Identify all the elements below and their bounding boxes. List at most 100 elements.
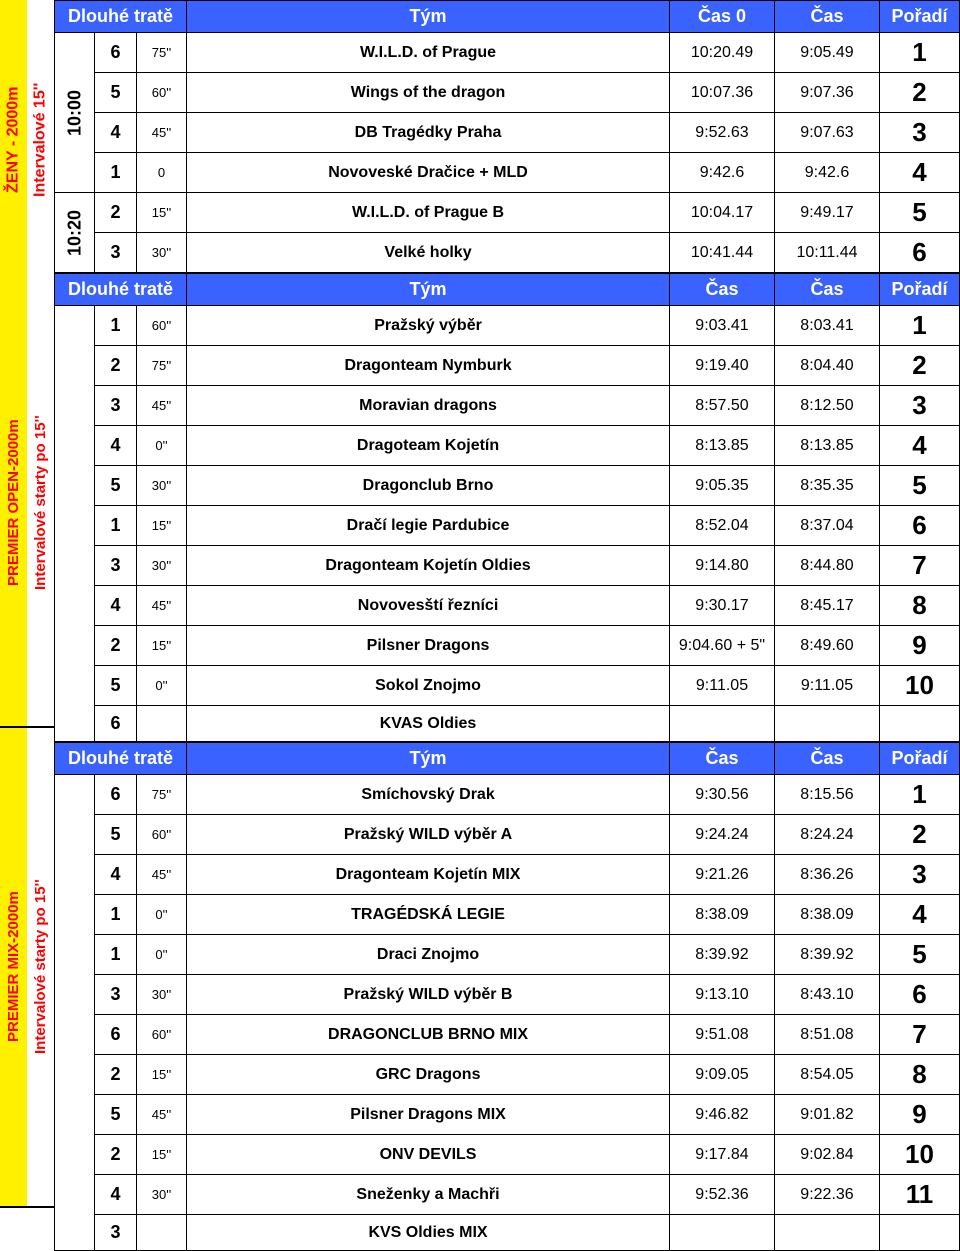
lane-cell: 4 xyxy=(95,586,137,626)
lane-cell: 5 xyxy=(95,466,137,506)
time-cell: 8:13.85 xyxy=(775,426,880,466)
hdr-cas: Čas xyxy=(775,1,880,33)
time-cell: 9:11.05 xyxy=(670,666,775,706)
hdr-cas0: Čas 0 xyxy=(670,1,775,33)
handicap-cell: 15'' xyxy=(137,1055,187,1095)
time-cell: 8:44.80 xyxy=(775,546,880,586)
table-row: 530''Dragonclub Brno9:05.358:35.355 xyxy=(55,466,960,506)
time-cell: 9:04.60 + 5" xyxy=(670,626,775,666)
lane-cell: 6 xyxy=(95,775,137,815)
time-cell xyxy=(775,706,880,742)
time-cell: 9:03.41 xyxy=(670,306,775,346)
team-cell: Sokol Znojmo xyxy=(187,666,670,706)
time-cell: 8:03.41 xyxy=(775,306,880,346)
lane-cell: 2 xyxy=(95,346,137,386)
time-cell: 10:20.49 xyxy=(670,33,775,73)
handicap-cell: 45'' xyxy=(137,586,187,626)
handicap-cell: 0 xyxy=(137,153,187,193)
table-row: 660''DRAGONCLUB BRNO MIX9:51.088:51.087 xyxy=(55,1015,960,1055)
lane-cell: 2 xyxy=(95,1135,137,1175)
time-cell: 9:21.26 xyxy=(670,855,775,895)
lane-cell: 5 xyxy=(95,1095,137,1135)
time-cell: 8:15.56 xyxy=(775,775,880,815)
time-cell: 9:19.40 xyxy=(670,346,775,386)
time-cell: 9:42.6 xyxy=(670,153,775,193)
lane-cell: 4 xyxy=(95,426,137,466)
table-row: 445''Dragonteam Kojetín MIX9:21.268:36.2… xyxy=(55,855,960,895)
time-cell: 9:07.36 xyxy=(775,73,880,113)
time-cell: 9:52.36 xyxy=(670,1175,775,1215)
sidebar-zeny-sub: Intervalové 15'' xyxy=(27,0,54,280)
rank-cell: 2 xyxy=(880,346,960,386)
handicap-cell: 45'' xyxy=(137,386,187,426)
hdr-long: Dlouhé tratě xyxy=(55,743,187,775)
time-label-empty xyxy=(55,775,95,1251)
rank-cell: 4 xyxy=(880,153,960,193)
hdr-cas: Čas xyxy=(775,274,880,306)
handicap-cell: 60'' xyxy=(137,815,187,855)
rank-cell: 5 xyxy=(880,466,960,506)
team-cell: Pilsner Dragons MIX xyxy=(187,1095,670,1135)
time-cell: 9:14.80 xyxy=(670,546,775,586)
lane-cell: 6 xyxy=(95,33,137,73)
table-row: 560''Pražský WILD výběr A9:24.248:24.242 xyxy=(55,815,960,855)
team-cell: GRC Dragons xyxy=(187,1055,670,1095)
table-row: 3 KVS Oldies MIX xyxy=(55,1215,960,1251)
team-cell: Wings of the dragon xyxy=(187,73,670,113)
sidebar-open: PREMIER OPEN-2000m xyxy=(0,280,27,728)
time-cell: 9:05.49 xyxy=(775,33,880,73)
team-cell: Moravian dragons xyxy=(187,386,670,426)
rank-cell: 9 xyxy=(880,1095,960,1135)
handicap-cell: 15'' xyxy=(137,626,187,666)
table-row: 445''Novovesští řezníci9:30.178:45.178 xyxy=(55,586,960,626)
lane-cell: 5 xyxy=(95,73,137,113)
content: Dlouhé tratě Tým Čas 0 Čas Pořadí 10:006… xyxy=(54,0,960,1251)
time-label-empty xyxy=(55,306,95,742)
lane-cell: 3 xyxy=(95,1215,137,1251)
rank-cell: 2 xyxy=(880,815,960,855)
lane-cell: 3 xyxy=(95,233,137,273)
table-row: 215''Pilsner Dragons9:04.60 + 5"8:49.609 xyxy=(55,626,960,666)
lane-cell: 1 xyxy=(95,935,137,975)
time-cell: 9:09.05 xyxy=(670,1055,775,1095)
handicap-cell: 45'' xyxy=(137,855,187,895)
table-row: 330''Pražský WILD výběr B9:13.108:43.106 xyxy=(55,975,960,1015)
team-cell: Dragonteam Kojetín MIX xyxy=(187,855,670,895)
rank-cell: 3 xyxy=(880,386,960,426)
section-3-table: Dlouhé tratě Tým Čas Čas Pořadí 675''Smí… xyxy=(54,742,960,1251)
lane-cell: 3 xyxy=(95,386,137,426)
rank-cell: 2 xyxy=(880,73,960,113)
handicap-cell: 60'' xyxy=(137,306,187,346)
time-cell: 9:13.10 xyxy=(670,975,775,1015)
hdr-long: Dlouhé tratě xyxy=(55,274,187,306)
table-row: 10:00675''W.I.L.D. of Prague10:20.499:05… xyxy=(55,33,960,73)
time-cell: 8:57.50 xyxy=(670,386,775,426)
team-cell: Dragonclub Brno xyxy=(187,466,670,506)
handicap-cell xyxy=(137,1215,187,1251)
time-cell: 8:13.85 xyxy=(670,426,775,466)
table-row: 330''Velké holky10:41.4410:11.446 xyxy=(55,233,960,273)
handicap-cell: 0'' xyxy=(137,666,187,706)
lane-cell: 1 xyxy=(95,506,137,546)
team-cell: Sneženky a Machři xyxy=(187,1175,670,1215)
rank-cell: 7 xyxy=(880,546,960,586)
table-row: 50''Sokol Znojmo9:11.059:11.0510 xyxy=(55,666,960,706)
time-cell xyxy=(670,706,775,742)
time-cell: 9:24.24 xyxy=(670,815,775,855)
rank-cell: 6 xyxy=(880,506,960,546)
hdr-long: Dlouhé tratě xyxy=(55,1,187,33)
hdr-cas: Čas xyxy=(775,743,880,775)
rank-cell: 1 xyxy=(880,306,960,346)
lane-cell: 6 xyxy=(95,706,137,742)
handicap-cell: 75'' xyxy=(137,346,187,386)
rank-cell: 5 xyxy=(880,193,960,233)
lane-cell: 3 xyxy=(95,546,137,586)
handicap-cell: 30'' xyxy=(137,975,187,1015)
table-row: 40''Dragoteam Kojetín8:13.858:13.854 xyxy=(55,426,960,466)
section-3-header: Dlouhé tratě Tým Čas Čas Pořadí xyxy=(55,743,960,775)
handicap-cell: 30'' xyxy=(137,546,187,586)
handicap-cell xyxy=(137,706,187,742)
team-cell: KVS Oldies MIX xyxy=(187,1215,670,1251)
handicap-cell: 30'' xyxy=(137,466,187,506)
time-cell: 9:22.36 xyxy=(775,1175,880,1215)
